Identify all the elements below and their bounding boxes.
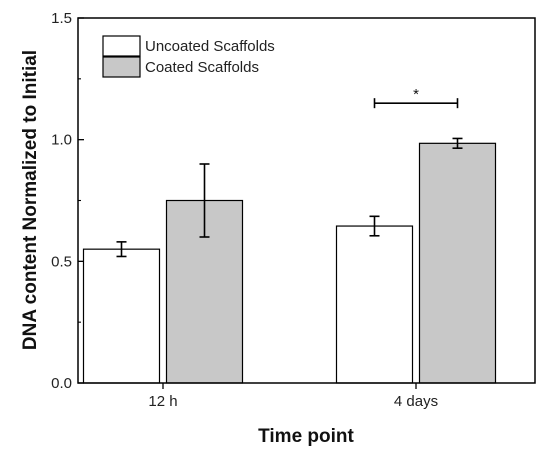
legend-label-coated: Coated Scaffolds xyxy=(145,59,259,76)
y-axis-ticks: 0.0 0.5 1.0 1.5 xyxy=(51,10,84,392)
legend-swatch-coated xyxy=(102,56,141,78)
x-tick-label: 12 h xyxy=(148,393,177,410)
y-axis-title: DNA content Normalized to Initial xyxy=(20,50,41,350)
y-tick-label: 1.5 xyxy=(51,10,72,27)
bar-uncoated-0 xyxy=(82,248,161,384)
significance-star: * xyxy=(413,86,419,103)
significance-annotation: * xyxy=(373,86,459,109)
bar-coated-1 xyxy=(418,142,497,384)
x-axis-title: Time point xyxy=(258,426,354,447)
legend-label-uncoated: Uncoated Scaffolds xyxy=(145,38,275,55)
x-axis-ticks: 12 h 4 days xyxy=(148,383,438,410)
x-tick-label: 4 days xyxy=(394,393,438,410)
y-tick-label: 1.0 xyxy=(51,132,72,149)
y-tick-label: 0.0 xyxy=(51,375,72,392)
legend-swatch-uncoated xyxy=(102,35,141,57)
y-tick-label: 0.5 xyxy=(51,253,72,270)
bar-uncoated-1 xyxy=(335,225,414,384)
legend: Uncoated Scaffolds Coated Scaffolds xyxy=(102,35,275,78)
error-bars-layer xyxy=(116,137,463,258)
bars-layer xyxy=(82,142,497,384)
